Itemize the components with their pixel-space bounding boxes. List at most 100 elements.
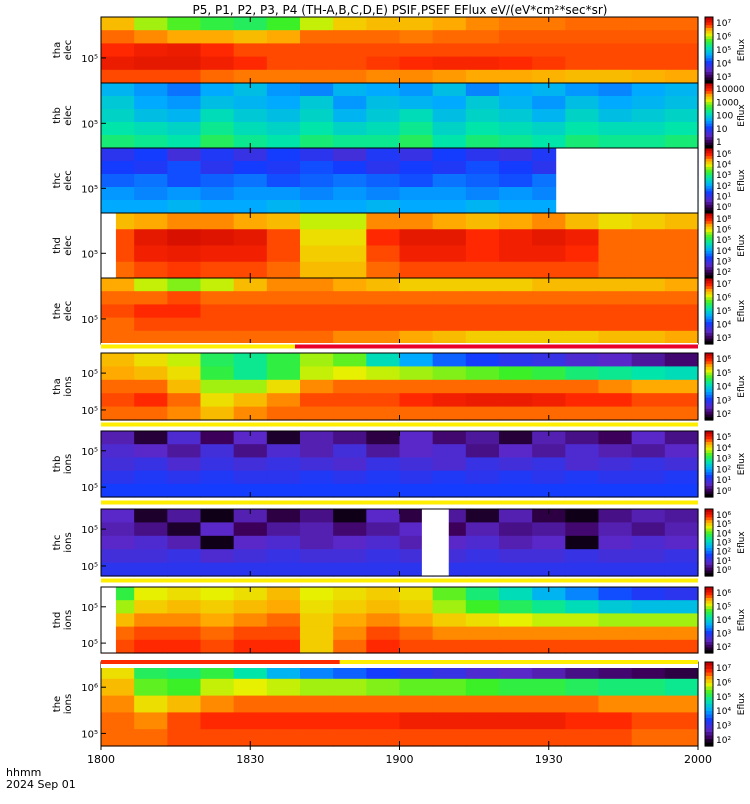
heatmap-cell — [565, 30, 600, 44]
heatmap-cell — [300, 122, 334, 136]
heatmap-cell — [598, 330, 633, 345]
colorbar-swatch — [705, 570, 713, 574]
heatmap-cell — [399, 213, 434, 230]
heatmap-cell — [200, 317, 235, 332]
y-tick-label: 10⁵ — [81, 369, 98, 380]
heatmap-cell — [532, 30, 566, 44]
heatmap-cell — [266, 470, 301, 485]
colorbar-swatch — [705, 169, 713, 173]
heatmap-cell — [664, 213, 699, 230]
heatmap-cell — [167, 353, 202, 367]
heatmap-cell — [134, 406, 168, 421]
colorbar-swatch — [705, 397, 713, 402]
colorbar-swatch — [705, 509, 713, 513]
colorbar-swatch — [705, 191, 713, 195]
heatmap-cell — [266, 291, 301, 305]
heatmap-cell — [200, 562, 235, 577]
colorbar-swatch — [705, 120, 713, 125]
y-axis-label: thaions — [52, 376, 74, 396]
colorbar-swatch — [705, 88, 713, 92]
heatmap-cell — [266, 245, 301, 263]
colorbar-swatch — [705, 714, 713, 719]
heatmap-cell — [532, 626, 566, 641]
heatmap-cell — [134, 291, 168, 305]
heatmap-cell — [432, 174, 467, 188]
heatmap-cell — [300, 600, 334, 614]
heatmap-cell — [631, 122, 666, 136]
colorbar-swatch — [705, 218, 713, 222]
heatmap-cell — [333, 213, 367, 230]
heatmap-cell — [598, 135, 633, 149]
heatmap-cell — [598, 317, 633, 332]
x-tick-label: 1930 — [535, 753, 563, 766]
heatmap-cell — [134, 613, 168, 628]
heatmap-cell — [664, 444, 699, 458]
heatmap-cell — [101, 729, 135, 747]
colorbar-swatch — [705, 66, 713, 70]
heatmap-cell — [664, 587, 699, 601]
heatmap-cell — [233, 278, 268, 292]
heatmap-cell — [465, 17, 500, 31]
heatmap-cell — [399, 444, 434, 458]
heatmap-cell — [499, 470, 533, 485]
heatmap-cell — [399, 56, 434, 71]
colorbar-swatch — [705, 587, 713, 591]
heatmap-cell — [266, 353, 301, 367]
heatmap-cell — [167, 626, 202, 641]
heatmap-cell — [167, 712, 202, 730]
heatmap-cell — [432, 431, 467, 445]
heatmap-cell — [432, 317, 467, 332]
colorbar-swatch — [705, 280, 713, 285]
heatmap-cell — [664, 261, 699, 279]
heatmap-cell — [399, 291, 434, 305]
heatmap-cell — [499, 161, 533, 175]
colorbar-swatch — [705, 672, 713, 677]
quality-flag — [101, 578, 698, 583]
heatmap-cell — [465, 712, 500, 730]
colorbar-label: Eflux — [737, 531, 747, 554]
heatmap-cell — [200, 56, 235, 71]
heatmap-cell — [266, 135, 301, 149]
heatmap-cell — [598, 535, 633, 550]
heatmap-cell — [333, 317, 367, 332]
heatmap-cell — [200, 96, 235, 110]
heatmap-cell — [233, 366, 268, 381]
colorbar-swatch — [705, 226, 713, 230]
heatmap-cell — [499, 444, 533, 458]
heatmap-cell — [333, 148, 367, 162]
heatmap-cell — [200, 509, 235, 523]
colorbar-swatch — [705, 96, 713, 100]
heatmap-cell — [432, 43, 467, 58]
heatmap-cell — [134, 304, 168, 319]
heatmap-cell — [465, 406, 500, 421]
heatmap-cell — [366, 549, 401, 564]
heatmap-cell — [664, 317, 699, 332]
heatmap-cell — [465, 317, 500, 332]
heatmap-cell — [499, 96, 533, 110]
heatmap-cell — [399, 406, 434, 421]
heatmap-cell — [300, 562, 334, 577]
colorbar-swatch — [705, 234, 713, 238]
colorbar-swatch — [705, 567, 713, 572]
heatmap-cell — [499, 109, 533, 123]
heatmap-cell — [333, 43, 367, 58]
heatmap-cell — [134, 43, 168, 58]
colorbar-swatch — [705, 378, 713, 382]
heatmap-cell — [266, 83, 301, 97]
colorbar-swatch — [705, 707, 713, 712]
heatmap-cell — [300, 535, 334, 550]
quality-strip — [101, 499, 698, 506]
heatmap-cell — [366, 30, 401, 44]
heatmap-cell — [200, 135, 235, 149]
heatmap-cell — [598, 291, 633, 305]
heatmap-cell — [101, 174, 135, 188]
heatmap-cell — [167, 261, 202, 279]
heatmap-cell — [300, 174, 334, 188]
heatmap-cell — [532, 83, 566, 97]
heatmap-cell — [565, 712, 600, 730]
heatmap-cell — [532, 678, 566, 697]
heatmap-cell — [233, 406, 268, 421]
y-axis-label-line: the — [52, 303, 63, 319]
